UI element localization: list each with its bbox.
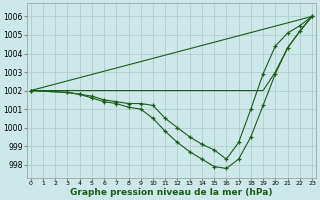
- X-axis label: Graphe pression niveau de la mer (hPa): Graphe pression niveau de la mer (hPa): [70, 188, 273, 197]
